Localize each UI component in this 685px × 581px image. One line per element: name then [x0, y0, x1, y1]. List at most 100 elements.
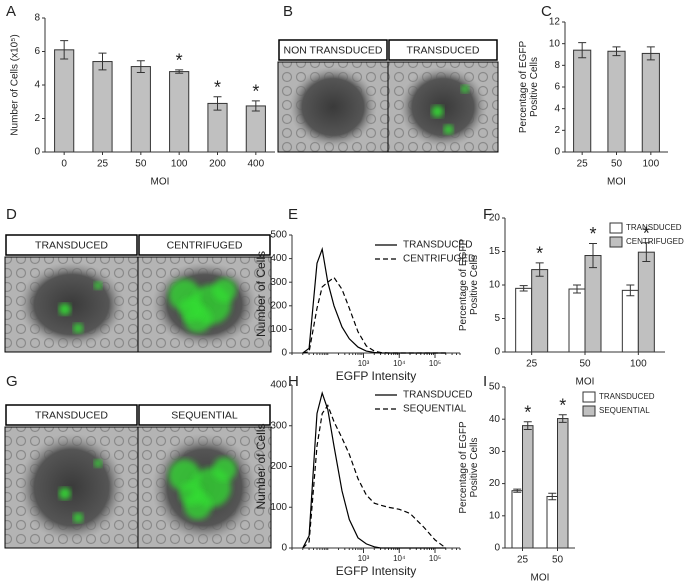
bar [621, 289, 639, 353]
bar [54, 49, 75, 153]
label-box [5, 234, 138, 256]
micrograph [4, 426, 139, 549]
legend-label: CENTRIFUGED [403, 254, 475, 265]
panel-letter: F [483, 206, 492, 223]
histogram-line [302, 246, 446, 354]
x-axis-label: EGFP Intensity [336, 564, 416, 578]
y-tick-label: 10 [549, 38, 561, 49]
x-tick-label: 25 [97, 159, 109, 170]
x-axis-label: MOI [576, 377, 595, 388]
y-tick-label: 4 [34, 80, 40, 91]
y-tick-label: 10 [489, 280, 501, 291]
bar [637, 251, 655, 353]
x-tick-label: 25 [526, 359, 538, 370]
y-axis-label: Percentage of EGFP [458, 239, 469, 332]
y-tick-label: 6 [554, 82, 560, 93]
egfp-signal [73, 323, 84, 334]
x-tick-label: 100 [630, 359, 647, 370]
label-box [278, 39, 388, 61]
egfp-signal [58, 487, 71, 500]
bar [573, 49, 592, 153]
error-bar [136, 60, 145, 73]
panel-letter: I [483, 373, 487, 390]
y-tick-label: 0 [554, 147, 560, 158]
image-label: CENTRIFUGED [167, 239, 243, 251]
y-tick-label: 0 [34, 147, 40, 158]
significance-marker: * [589, 224, 596, 244]
egfp-signal [179, 297, 204, 322]
y-tick-label: 20 [489, 213, 501, 224]
y-tick-label: 300 [270, 420, 287, 431]
bar [641, 52, 660, 153]
egfp-signal [461, 85, 469, 93]
y-axis-label: Percentage of EGFP [518, 41, 529, 134]
x-tick-label: 50 [552, 555, 564, 566]
error-bar [519, 285, 528, 292]
error-bar [573, 284, 581, 294]
significance-marker: * [524, 403, 531, 423]
y-tick-label: 12 [549, 17, 561, 28]
y-tick-label: 300 [270, 277, 287, 288]
y-axis-label: Number of Cells [254, 423, 268, 509]
legend-label: TRANSDUCED [599, 392, 655, 401]
y-tick-label: 100 [270, 324, 287, 335]
y-axis-label: Percentage of EGFP [458, 421, 469, 514]
x-tick-label: 10⁵ [429, 359, 441, 368]
significance-marker: * [214, 77, 221, 97]
x-tick-label: 10³ [358, 359, 370, 368]
cell-cluster [399, 66, 487, 148]
bar [207, 102, 228, 153]
micrograph [137, 426, 272, 549]
legend-label: TRANSDUCED [403, 240, 472, 251]
y-tick-label: 100 [270, 502, 287, 513]
error-bar [626, 284, 635, 297]
egfp-signal [431, 105, 444, 118]
x-tick-label: 25 [517, 555, 529, 566]
error-bar [513, 488, 522, 493]
y-axis-label: Number of Cells (x10⁵) [10, 34, 21, 135]
legend-swatch [609, 222, 623, 234]
bar [522, 425, 534, 549]
error-bar [578, 42, 587, 59]
bar [130, 66, 151, 153]
cell-cluster [289, 66, 377, 148]
x-tick-label: 10³ [358, 554, 370, 563]
y-tick-label: 10 [489, 510, 501, 521]
cell-cluster [18, 261, 125, 348]
legend-swatch [582, 405, 596, 417]
legend-label: SEQUENTIAL [403, 404, 467, 415]
panel-letter: B [283, 3, 293, 20]
label-box [388, 39, 498, 61]
significance-marker: * [252, 82, 259, 102]
x-tick-label: 200 [209, 159, 226, 170]
error-bar [175, 69, 184, 74]
bar [568, 288, 586, 353]
error-bar [535, 262, 544, 277]
x-tick-label: 100 [642, 159, 659, 170]
y-tick-label: 2 [34, 113, 40, 124]
y-tick-label: 4 [554, 103, 560, 114]
egfp-signal [94, 281, 103, 290]
micrograph [137, 256, 272, 353]
error-bar [98, 52, 107, 71]
panel-letter: A [6, 3, 16, 20]
y-tick-label: 0 [281, 348, 287, 359]
y-tick-label: 15 [489, 246, 501, 257]
bar [169, 71, 190, 153]
image-label: TRANSDUCED [35, 409, 108, 421]
error-bar [558, 414, 567, 423]
histogram-line [302, 276, 446, 354]
significance-marker: * [643, 224, 650, 244]
panel-letter: G [6, 373, 18, 390]
legend-label: TRANSDUCED [403, 390, 472, 401]
bar [607, 50, 626, 153]
y-tick-label: 200 [270, 461, 287, 472]
legend-label: SEQUENTIAL [599, 406, 650, 415]
x-tick-label: 10⁵ [429, 554, 441, 563]
x-tick-label: 50 [579, 359, 591, 370]
bar [531, 269, 549, 353]
egfp-signal [179, 481, 204, 506]
error-bar [523, 421, 532, 431]
error-bar [612, 46, 621, 57]
